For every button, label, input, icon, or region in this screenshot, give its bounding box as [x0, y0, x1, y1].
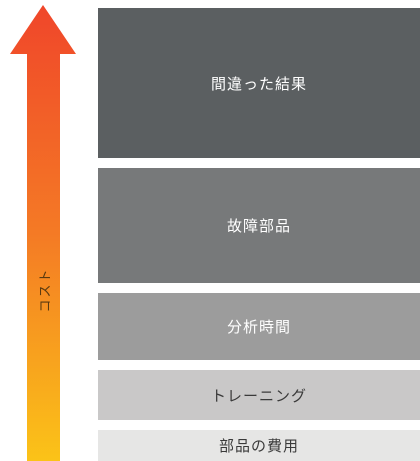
- cost-arrow-shape: [10, 5, 76, 461]
- layer-wrong-results-label: 間違った結果: [210, 74, 307, 93]
- layer-analysis-time: 分析時間: [98, 293, 420, 360]
- layer-failed-parts-label: 故障部品: [226, 217, 291, 235]
- layer-failed-parts: 故障部品: [98, 168, 420, 283]
- layer-wrong-results: 間違った結果: [98, 8, 420, 158]
- layer-parts-cost: 部品の費用: [98, 430, 420, 461]
- cost-axis-label-text: コスト: [38, 267, 54, 313]
- layer-training-label: トレーニング: [210, 386, 307, 405]
- layer-training: トレーニング: [98, 370, 420, 420]
- layer-analysis-time-label: 分析時間: [226, 318, 291, 336]
- cost-arrow: [10, 5, 76, 461]
- layer-parts-cost-label: 部品の費用: [218, 437, 299, 455]
